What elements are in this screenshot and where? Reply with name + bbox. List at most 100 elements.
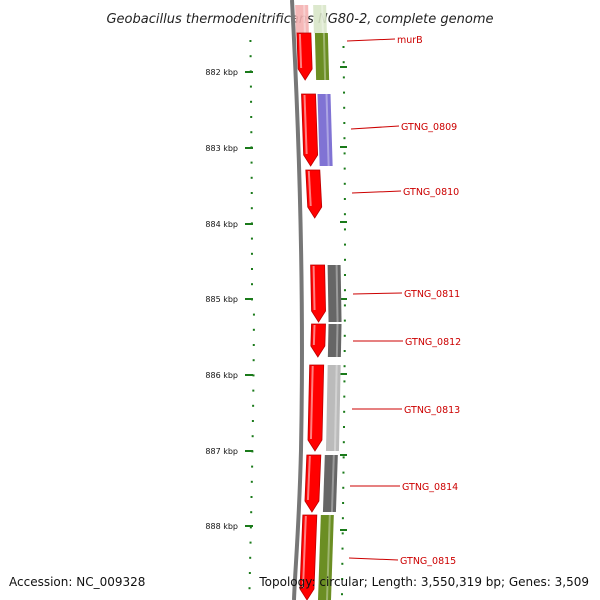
gene-arrow-highlight (309, 365, 314, 440)
ruler-dot (342, 471, 345, 474)
cog-track-block (327, 324, 342, 357)
ruler-dot (252, 404, 255, 407)
gene-label[interactable]: murB (397, 35, 423, 46)
ruler-dot (343, 137, 346, 140)
ruler-dot (251, 283, 253, 286)
gene-label[interactable]: GTNG_0814 (402, 482, 458, 493)
gene-arrow-highlight (312, 324, 316, 346)
ruler-dot (343, 289, 346, 292)
gene-label[interactable]: GTNG_0811 (404, 289, 460, 300)
ruler-dot (250, 161, 253, 164)
scale-tick-label: 883 kbp (205, 144, 238, 153)
cog-track-shading (330, 454, 335, 513)
scale-major-tick (245, 450, 253, 452)
cog-track-block (325, 365, 341, 451)
ruler-dot (343, 304, 346, 307)
scale-tick-label: 884 kbp (205, 220, 238, 229)
scale-major-tick (245, 525, 253, 527)
ruler-dot (343, 410, 346, 413)
gene-label[interactable]: GTNG_0810 (403, 187, 459, 198)
ruler-dot (343, 319, 346, 322)
ruler-dot (343, 167, 346, 170)
ruler-dot (343, 198, 346, 200)
gene-arrow-highlight (303, 94, 308, 155)
ruler-dot (250, 268, 253, 270)
ruler-dot (341, 547, 344, 550)
ruler-dot (341, 517, 344, 520)
ruler-dot (250, 207, 253, 210)
ruler-dot (252, 313, 255, 316)
ruler-dot (248, 587, 251, 590)
gene-labels: murB GTNG_0809 GTNG_0810 GTNG_0811 GTNG_0812… (346, 35, 461, 567)
ruler-dot (251, 465, 254, 468)
ruler-dot (249, 541, 252, 544)
ruler-dot (342, 76, 345, 79)
gene-label[interactable]: GTNG_0812 (405, 337, 461, 348)
gene-arrow-highlight (298, 33, 303, 69)
ruler-dot (342, 456, 345, 459)
scale-major-tick (245, 71, 253, 73)
ruler-dot (249, 85, 252, 88)
cog-track-shading (335, 264, 339, 323)
cog-track-shading (335, 323, 339, 358)
ruler-dot (341, 578, 344, 580)
scale-tick-label: 888 kbp (205, 522, 238, 531)
ruler-dot (249, 526, 252, 529)
ruler-dot (252, 328, 255, 331)
ruler-dot (343, 91, 346, 94)
ruler-dot (343, 395, 346, 398)
gene-arrow-highlight (302, 515, 307, 589)
ruler-ticks: 882 kbp 883 kbp 884 kbp 885 kbp 886 kbp 887 k… (205, 66, 347, 531)
scale-minor-tick (340, 298, 347, 300)
ruler-dot (343, 106, 346, 109)
ruler-dot (250, 100, 253, 103)
topology-text: Topology: circular; Length: 3,550,319 bp… (258, 575, 589, 589)
ruler-dot (343, 380, 346, 383)
ruler-dot (343, 365, 346, 368)
ruler-dot (343, 334, 346, 337)
ruler-dot (251, 420, 254, 422)
gene-arrow-highlight (307, 170, 312, 207)
ruler-dot (250, 176, 253, 179)
gene-label[interactable]: GTNG_0813 (404, 405, 460, 416)
ruler-dot (342, 441, 345, 444)
ruler-dot (249, 40, 252, 42)
ruler-dot (342, 486, 345, 489)
ruler-dot (342, 46, 345, 48)
ruler-dot (340, 593, 343, 596)
scale-major-tick (245, 298, 253, 300)
ruler-dot (250, 192, 253, 194)
cog-track-block (318, 515, 334, 600)
cog-track-shading (322, 32, 327, 81)
ruler-dot (249, 55, 252, 58)
ruler-dot (343, 243, 346, 246)
cog-track-shading (303, 4, 306, 34)
gene-label[interactable]: GTNG_0809 (401, 122, 457, 133)
scale-tick-label: 885 kbp (205, 295, 238, 304)
scale-minor-tick (340, 66, 347, 68)
gene-arrow-highlight (306, 455, 311, 501)
ruler-dot (343, 228, 346, 231)
ruler-dot (343, 258, 346, 261)
ruler-dot (249, 556, 252, 559)
gene-label[interactable]: GTNG_0815 (400, 556, 456, 567)
ruler-dot (341, 532, 344, 535)
scale-minor-tick (340, 529, 347, 531)
scale-minor-tick (340, 454, 347, 456)
ruler-dot (342, 426, 345, 428)
scale-major-tick (245, 374, 253, 376)
scale-minor-tick (340, 221, 347, 223)
ruler-dot (250, 480, 253, 483)
cog-track-shading (321, 4, 324, 34)
cog-track-block (322, 455, 338, 512)
ruler-dot (343, 182, 346, 185)
ruler-dot (250, 511, 253, 514)
gene-label-leader (352, 292, 403, 295)
cog-track-shading (333, 364, 338, 452)
scale-tick-label: 882 kbp (205, 68, 238, 77)
accession-text: Accession: NC_009328 (9, 575, 145, 589)
cog-track-block (313, 5, 327, 33)
ruler-dot (343, 350, 346, 352)
scale-major-tick (245, 223, 253, 225)
